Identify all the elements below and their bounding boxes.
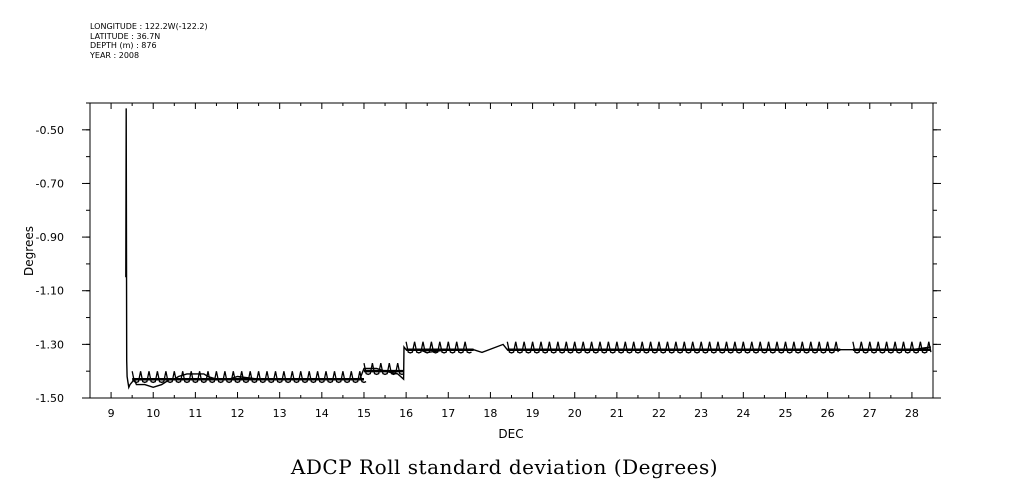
x-tick-label: 24 xyxy=(736,407,750,420)
y-tick-label: -0.50 xyxy=(36,124,64,137)
x-tick-label: 25 xyxy=(778,407,792,420)
x-axis-label: DEC xyxy=(498,427,523,441)
station-metadata: LONGITUDE : 122.2W(-122.2) LATITUDE : 36… xyxy=(90,22,208,60)
x-tick-label: 16 xyxy=(399,407,413,420)
x-tick-label: 23 xyxy=(694,407,708,420)
series-group xyxy=(125,108,932,390)
y-tick-label: -0.70 xyxy=(36,177,64,190)
x-tick-label: 14 xyxy=(315,407,329,420)
x-tick-label: 13 xyxy=(273,407,287,420)
x-tick-label: 19 xyxy=(526,407,540,420)
x-tick-label: 26 xyxy=(821,407,835,420)
y-tick-label: -1.30 xyxy=(36,338,64,351)
y-tick-label: -1.10 xyxy=(36,285,64,298)
series-oscillation xyxy=(131,371,367,384)
x-tick-label: 22 xyxy=(652,407,666,420)
y-tick-label: -1.50 xyxy=(36,392,64,405)
x-tick-label: 21 xyxy=(610,407,624,420)
meta-longitude: LONGITUDE : 122.2W(-122.2) xyxy=(90,22,208,31)
chart-title: ADCP Roll standard deviation (Degrees) xyxy=(290,455,719,479)
x-tick-label: 15 xyxy=(357,407,371,420)
x-tick-label: 20 xyxy=(568,407,582,420)
x-tick-label: 11 xyxy=(188,407,202,420)
x-tick-label: 27 xyxy=(863,407,877,420)
x-tick-label: 17 xyxy=(441,407,455,420)
meta-latitude: LATITUDE : 36.7N xyxy=(90,31,161,41)
y-tick-label: -0.90 xyxy=(36,231,64,244)
x-tick-label: 9 xyxy=(108,407,115,420)
x-axis: 9 10 11 12 13 14 15 16 17 18 19 20 21 22 23 24 25 26 27 28 xyxy=(89,103,934,420)
meta-year: YEAR : 2008 xyxy=(90,50,140,60)
x-tick-label: 28 xyxy=(905,407,919,420)
meta-depth: DEPTH (m) : 876 xyxy=(90,41,157,50)
series-oscillation xyxy=(405,341,472,354)
series-oscillation xyxy=(852,341,932,354)
y-axis-label: Degrees xyxy=(22,226,36,276)
x-tick-label: 18 xyxy=(483,407,497,420)
series-oscillation xyxy=(506,341,839,354)
x-tick-label: 12 xyxy=(231,407,245,420)
plot-frame xyxy=(89,102,934,399)
x-tick-label: 10 xyxy=(146,407,160,420)
y-axis: -0.50 -0.70 -0.90 -1.10 -1.30 -1.50 xyxy=(36,102,941,405)
